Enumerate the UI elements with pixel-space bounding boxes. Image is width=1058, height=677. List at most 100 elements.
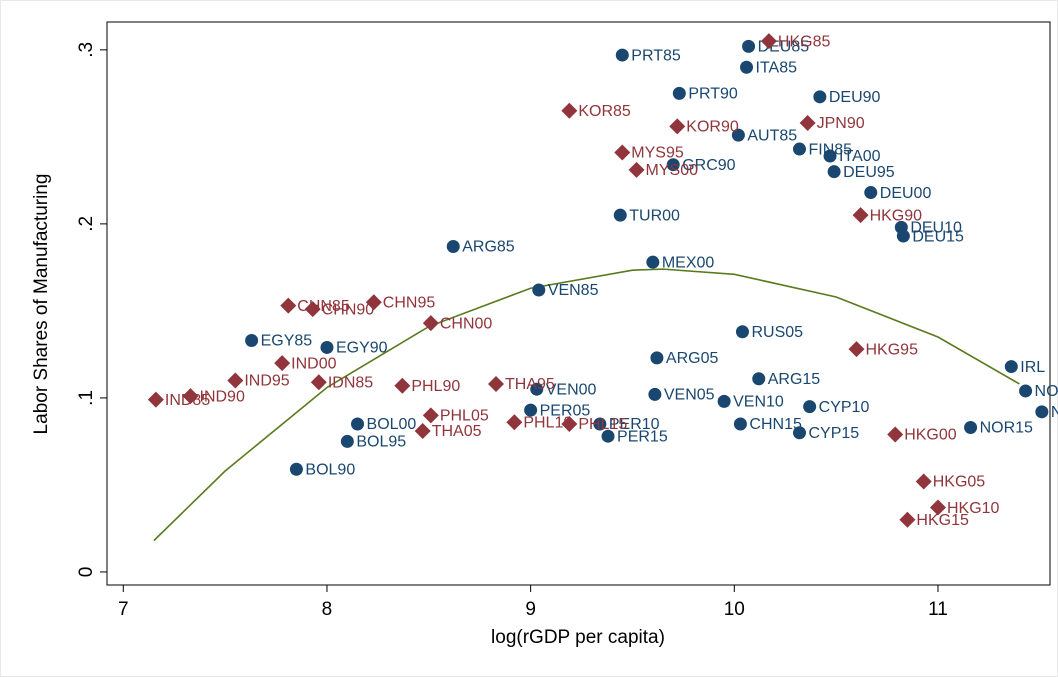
point-label: DEU10 xyxy=(910,220,962,237)
point-label: IRL xyxy=(1020,359,1045,376)
data-point xyxy=(731,128,745,142)
point-label: HKG15 xyxy=(916,512,969,529)
point-label: THA95 xyxy=(505,376,555,393)
data-point xyxy=(182,388,199,405)
x-tick-label: 9 xyxy=(525,599,536,620)
point-label: DEU15 xyxy=(912,228,964,245)
point-label: EGY90 xyxy=(336,340,388,357)
point-label: PRT85 xyxy=(631,47,681,64)
data-point xyxy=(742,39,756,53)
data-point xyxy=(813,90,827,104)
data-point xyxy=(666,158,680,172)
point-label: PER15 xyxy=(617,428,668,445)
point-label: HKG85 xyxy=(778,33,831,50)
data-point xyxy=(289,462,303,476)
point-label: BOL95 xyxy=(356,434,406,451)
data-point xyxy=(752,372,766,386)
x-tick-label: 8 xyxy=(322,599,333,620)
data-point xyxy=(823,149,837,163)
data-point xyxy=(310,374,327,391)
point-label: PER10 xyxy=(609,416,660,433)
data-point xyxy=(899,511,916,528)
x-tick-label: 7 xyxy=(118,599,129,620)
point-label: IND90 xyxy=(200,388,245,405)
point-label: DEU95 xyxy=(843,164,895,181)
data-point xyxy=(628,161,645,178)
point-label: MYS95 xyxy=(631,145,684,162)
y-axis-title: Labor Shares of Manufacturing xyxy=(31,174,52,435)
point-label: GRC90 xyxy=(682,157,735,174)
data-point xyxy=(792,142,806,156)
point-label: BOL00 xyxy=(367,416,417,433)
data-point xyxy=(650,351,664,365)
y-tick-label: .2 xyxy=(76,216,97,232)
data-point xyxy=(488,375,505,392)
data-point xyxy=(394,377,411,394)
data-point xyxy=(646,255,660,269)
data-point xyxy=(340,434,354,448)
plot-frame xyxy=(106,21,1051,586)
data-point xyxy=(601,429,615,443)
point-label: TUR00 xyxy=(629,207,680,224)
point-label: IND00 xyxy=(291,355,336,372)
data-point xyxy=(760,33,777,50)
data-point xyxy=(365,294,382,311)
point-label: BOL90 xyxy=(305,461,355,478)
data-point xyxy=(422,407,439,424)
data-point xyxy=(1035,405,1049,419)
data-point xyxy=(735,325,749,339)
point-label: VEN10 xyxy=(733,394,784,411)
x-tick-label: 10 xyxy=(724,599,745,620)
point-label: ITA85 xyxy=(756,59,798,76)
point-label: PHL10 xyxy=(523,414,572,431)
data-point xyxy=(615,48,629,62)
data-point xyxy=(274,355,291,372)
y-tick-label: .1 xyxy=(76,390,97,406)
data-point xyxy=(227,372,244,389)
point-label: CHN15 xyxy=(749,416,802,433)
data-point xyxy=(446,240,460,254)
point-label: PRT90 xyxy=(688,86,738,103)
point-label: HKG95 xyxy=(866,341,919,358)
point-label: IDN85 xyxy=(328,374,373,391)
point-label: PHL90 xyxy=(411,378,460,395)
data-point xyxy=(852,207,869,224)
point-label: THA05 xyxy=(432,423,482,440)
data-point xyxy=(422,315,439,332)
point-label: PHL05 xyxy=(440,408,489,425)
data-point xyxy=(848,341,865,358)
point-label: HKG90 xyxy=(870,207,923,224)
x-axis-title: log(rGDP per capita) xyxy=(491,627,665,648)
data-point xyxy=(792,426,806,440)
point-label: HKG05 xyxy=(933,474,986,491)
point-label: VEN05 xyxy=(664,387,715,404)
data-point xyxy=(245,333,259,347)
data-point xyxy=(887,426,904,443)
data-point xyxy=(669,118,686,135)
data-point xyxy=(648,387,662,401)
point-label: CHN95 xyxy=(383,294,436,311)
point-label: NOR xyxy=(1051,404,1058,421)
point-label: NOR xyxy=(1035,383,1058,400)
point-label: AUT85 xyxy=(747,127,797,144)
data-point xyxy=(530,382,544,396)
point-label: DEU00 xyxy=(880,185,932,202)
data-point xyxy=(672,86,686,100)
point-label: ARG05 xyxy=(666,350,719,367)
data-point xyxy=(147,391,164,408)
point-label: ARG85 xyxy=(462,239,515,256)
data-point xyxy=(561,102,578,119)
data-point xyxy=(1004,360,1018,374)
data-point xyxy=(733,417,747,431)
data-point xyxy=(506,414,523,431)
point-label: VEN85 xyxy=(548,282,599,299)
data-point xyxy=(915,473,932,490)
data-point xyxy=(717,394,731,408)
data-point xyxy=(894,220,908,234)
point-label: CYP15 xyxy=(808,425,859,442)
data-point xyxy=(351,417,365,431)
data-point xyxy=(740,60,754,74)
data-point xyxy=(532,283,546,297)
data-point xyxy=(414,422,431,439)
